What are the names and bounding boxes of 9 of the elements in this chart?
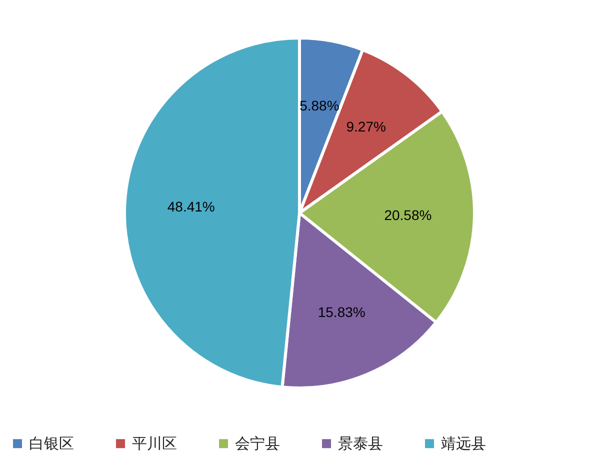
legend-label: 靖远县 bbox=[441, 434, 486, 453]
legend-label: 平川区 bbox=[132, 434, 177, 453]
data-label: 48.41% bbox=[167, 198, 215, 215]
legend-label: 白银区 bbox=[29, 434, 74, 453]
data-label: 15.83% bbox=[318, 304, 366, 320]
legend-label: 景泰县 bbox=[338, 434, 383, 453]
legend-label: 会宁县 bbox=[235, 434, 280, 453]
data-label: 20.58% bbox=[384, 207, 432, 224]
data-label: 9.27% bbox=[346, 118, 386, 134]
